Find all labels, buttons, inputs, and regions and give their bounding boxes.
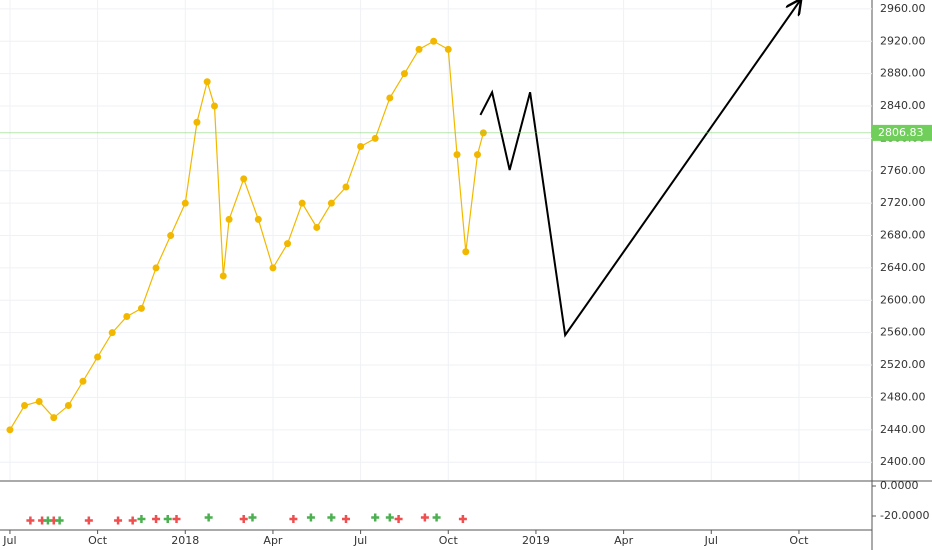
plus-marker (172, 515, 181, 524)
y-tick-label: 2600.00 (880, 293, 926, 306)
x-tick-label: Jul (353, 534, 367, 547)
price-dot (203, 78, 211, 86)
price-dot (313, 223, 321, 231)
plus-marker (394, 515, 403, 524)
price-dot (21, 402, 29, 410)
x-tick-label: Oct (439, 534, 459, 547)
plus-marker (306, 513, 315, 522)
price-dot (444, 45, 452, 53)
price-dot (453, 151, 461, 159)
price-dot (462, 248, 470, 256)
y-tick-label: 2880.00 (880, 67, 926, 80)
price-dot (181, 199, 189, 207)
last-price-label: 2806.83 (878, 126, 924, 139)
x-tick-label: Apr (263, 534, 283, 547)
y-tick-label: 2680.00 (880, 229, 926, 242)
y-tick-label: 2960.00 (880, 2, 926, 15)
price-dot (298, 199, 306, 207)
price-dot (415, 45, 423, 53)
price-dot (342, 183, 350, 191)
price-dot (225, 215, 233, 223)
price-dot (94, 353, 102, 361)
plus-marker (432, 513, 441, 522)
plus-marker (55, 516, 64, 525)
y-tick-label: 2480.00 (880, 390, 926, 403)
y-tick-label: 2920.00 (880, 34, 926, 47)
y-tick-label: 2400.00 (880, 455, 926, 468)
price-dot (79, 377, 87, 385)
y-tick-label: 2720.00 (880, 196, 926, 209)
price-dot (108, 329, 116, 337)
y-tick-label: 0.0000 (880, 479, 919, 492)
plus-marker (248, 513, 257, 522)
price-dot (284, 240, 292, 248)
price-dot (357, 143, 365, 151)
x-tick-label: Oct (789, 534, 809, 547)
plus-marker (420, 513, 429, 522)
plus-marker (341, 515, 350, 524)
price-dot (400, 70, 408, 78)
price-dot (50, 414, 58, 422)
plus-marker (128, 516, 137, 525)
x-tick-label: Jul (2, 534, 16, 547)
projection-line (479, 0, 800, 338)
price-dot (254, 215, 262, 223)
plus-marker (114, 516, 123, 525)
x-tick-label: 2019 (522, 534, 550, 547)
price-dot (240, 175, 248, 183)
y-tick-label: -20.0000 (880, 509, 929, 522)
price-dot (269, 264, 277, 272)
price-dot (219, 272, 227, 280)
plot-area (0, 0, 872, 480)
plus-marker (204, 513, 213, 522)
y-tick-label: 2840.00 (880, 99, 926, 112)
plus-marker (26, 516, 35, 525)
plus-marker (239, 515, 248, 524)
price-dot (167, 232, 175, 240)
x-tick-label: Jul (704, 534, 718, 547)
plus-marker (385, 513, 394, 522)
x-tick-label: Apr (614, 534, 634, 547)
plus-marker (327, 513, 336, 522)
y-tick-label: 2640.00 (880, 261, 926, 274)
price-dot (193, 118, 201, 126)
plus-marker (163, 515, 172, 524)
y-tick-label: 2440.00 (880, 423, 926, 436)
plus-marker (458, 515, 467, 524)
plus-marker (84, 516, 93, 525)
price-dot (152, 264, 160, 272)
price-dot (327, 199, 335, 207)
price-dot (6, 426, 14, 434)
last-price-box (872, 124, 932, 141)
x-tick-label: Oct (88, 534, 108, 547)
price-dot (35, 397, 43, 405)
x-tick-label: 2018 (171, 534, 199, 547)
plus-marker (43, 516, 52, 525)
plus-marker (152, 515, 161, 524)
price-dot (371, 134, 379, 142)
plus-marker (371, 513, 380, 522)
price-dot (386, 94, 394, 102)
price-dot (123, 312, 131, 320)
plot-area (26, 513, 467, 525)
price-dot (473, 151, 481, 159)
y-tick-label: 2760.00 (880, 164, 926, 177)
price-dot (430, 37, 438, 45)
plus-marker (137, 515, 146, 524)
y-tick-label: 2560.00 (880, 326, 926, 339)
plus-marker (289, 515, 298, 524)
price-dot (137, 304, 145, 312)
price-dot (210, 102, 218, 110)
y-tick-label: 2520.00 (880, 358, 926, 371)
price-dot (64, 402, 72, 410)
